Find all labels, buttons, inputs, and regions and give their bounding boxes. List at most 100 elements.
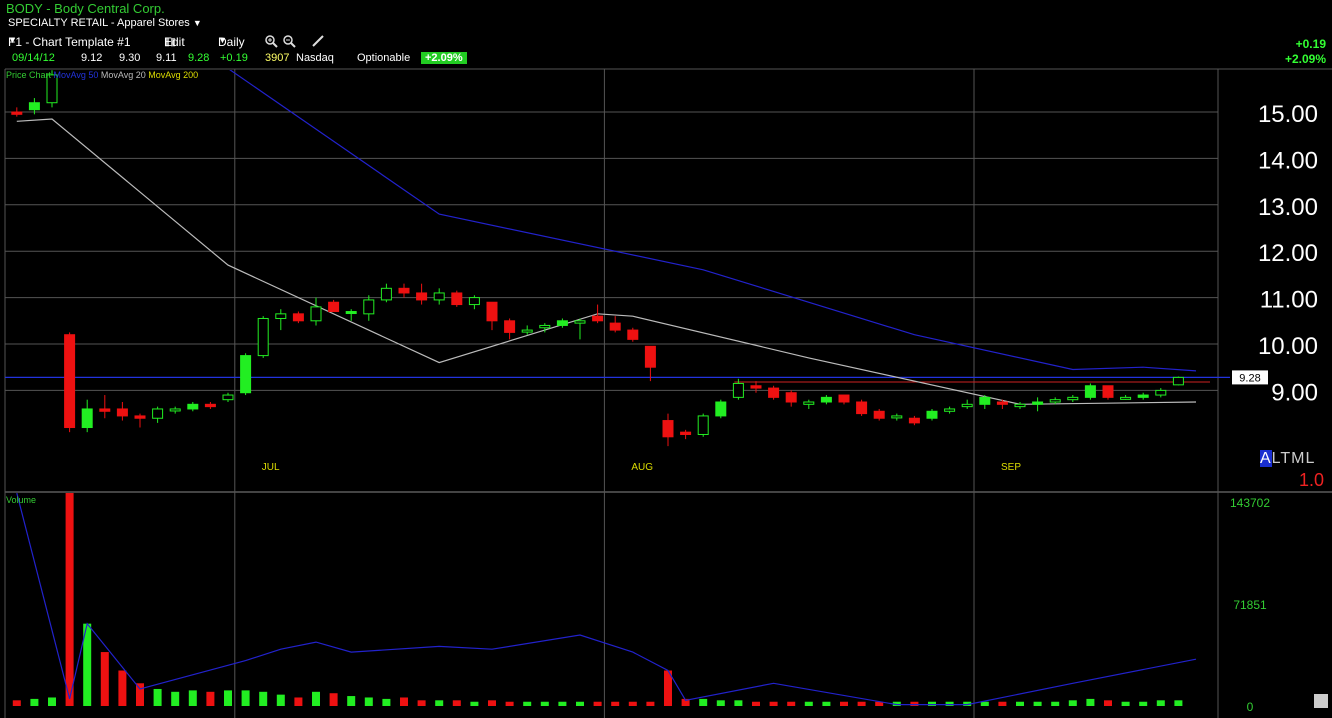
candle-body [1067,396,1079,401]
candle-body [11,111,23,115]
volume-bar [294,697,303,706]
volume-bar [12,700,21,706]
volume-tick-label: 0 [1247,700,1254,714]
volume-bar [276,694,285,706]
price-tick-label: 9.00 [1271,379,1318,406]
moving-averages [16,70,1197,405]
volume-bar [1174,700,1183,706]
volume-bar [787,701,796,706]
candle-body [715,401,727,417]
volume-bar [153,688,162,706]
volume-bar [699,698,708,706]
volume-bar [1016,701,1024,706]
triangle-down-icon: ▼ [218,35,227,45]
candle-body [644,345,656,368]
candle-body [64,334,76,429]
last-price-label: 9.28 [1239,372,1260,384]
volume-ma-line [16,493,1197,706]
candle-body [240,355,252,394]
volume-bar [928,701,936,706]
candle-body [1172,376,1184,386]
candle-body [574,320,586,324]
volume-tick-label: 71851 [1233,598,1267,612]
quote-high: 9.30 [119,52,141,64]
volume-bar [1068,700,1077,706]
candle-body [46,74,58,104]
change-pct-value: +2.09% [1284,52,1326,66]
candle-body [768,387,780,398]
candle-body [785,392,797,403]
pencil-icon[interactable] [311,34,325,51]
volume-bar [206,691,215,706]
candle-body [1084,385,1096,398]
volume-bar [259,691,268,706]
candle-body [961,403,973,408]
scroll-corner[interactable] [1314,694,1328,708]
symbol: BODY [6,1,43,16]
volume-bar [48,697,56,706]
candle-body [28,102,40,111]
candle-body [750,385,762,389]
candle-body [1155,389,1167,396]
altml-label: ALTML [1260,450,1316,467]
volume-bar [1086,698,1095,706]
candle-body [908,417,920,424]
bars-icon: ▮▮ [164,36,177,48]
candle-body [627,329,639,340]
last-price-box [1232,370,1268,385]
candle-body [820,396,832,403]
volume-bar [417,700,426,706]
month-label: JUL [262,462,280,473]
candle-body [99,408,111,412]
candle-body [222,394,234,401]
candle-body [451,292,463,306]
price-tick-label: 14.00 [1258,147,1318,174]
price-tick-label: 12.00 [1258,240,1318,267]
volume-bar [593,701,602,706]
candle-body [539,324,551,329]
volume-bar [1033,701,1042,706]
zoom-out-icon[interactable] [282,34,296,51]
period-label: Daily [218,35,245,49]
volume-bars [12,493,1197,706]
candle-body [433,292,445,301]
volume-bar [347,696,356,706]
candle-body [486,301,498,322]
volume-bar [435,700,444,706]
volume-bar [611,701,620,706]
grid [4,68,1332,718]
candle-body [1137,394,1149,398]
candle-body [328,301,340,313]
change-pct-badge: +2.09% [421,52,467,64]
candle-body [1032,401,1044,405]
candle-body [592,315,604,322]
sector-dropdown[interactable]: SPECIALTY RETAIL - Apparel Stores ▼ [8,17,202,29]
candle-body [275,313,287,319]
candle-body [838,394,850,403]
candle-body [1120,396,1132,400]
volume-bar [65,493,74,706]
volume-bar [857,701,866,706]
volume-bar [364,697,373,706]
volume-bar [945,701,954,706]
volume-bar [452,700,461,706]
zoom-in-icon[interactable] [264,34,278,51]
volume-bar [716,700,725,706]
axis-labels: 15.00 14.00 13.00 12.00 11.00 10.00 9.00 143702… [262,101,1318,714]
quote-open: 9.12 [81,52,103,64]
candle-body [996,401,1008,405]
candle-body [1014,403,1026,408]
quote-low: 9.11 [156,52,177,64]
volume-bar [980,701,989,706]
change-box: +0.19 +2.09% [1285,37,1326,67]
volume-bar [505,701,514,706]
volume-bar [523,701,532,706]
quote-close: 9.28 [188,52,210,64]
candle-body [257,317,269,357]
volume-bar [400,697,408,706]
altml-value: 1.0 [1299,470,1325,490]
candle-body [732,382,744,398]
candle-body [204,403,216,408]
candle-body [1102,385,1114,398]
